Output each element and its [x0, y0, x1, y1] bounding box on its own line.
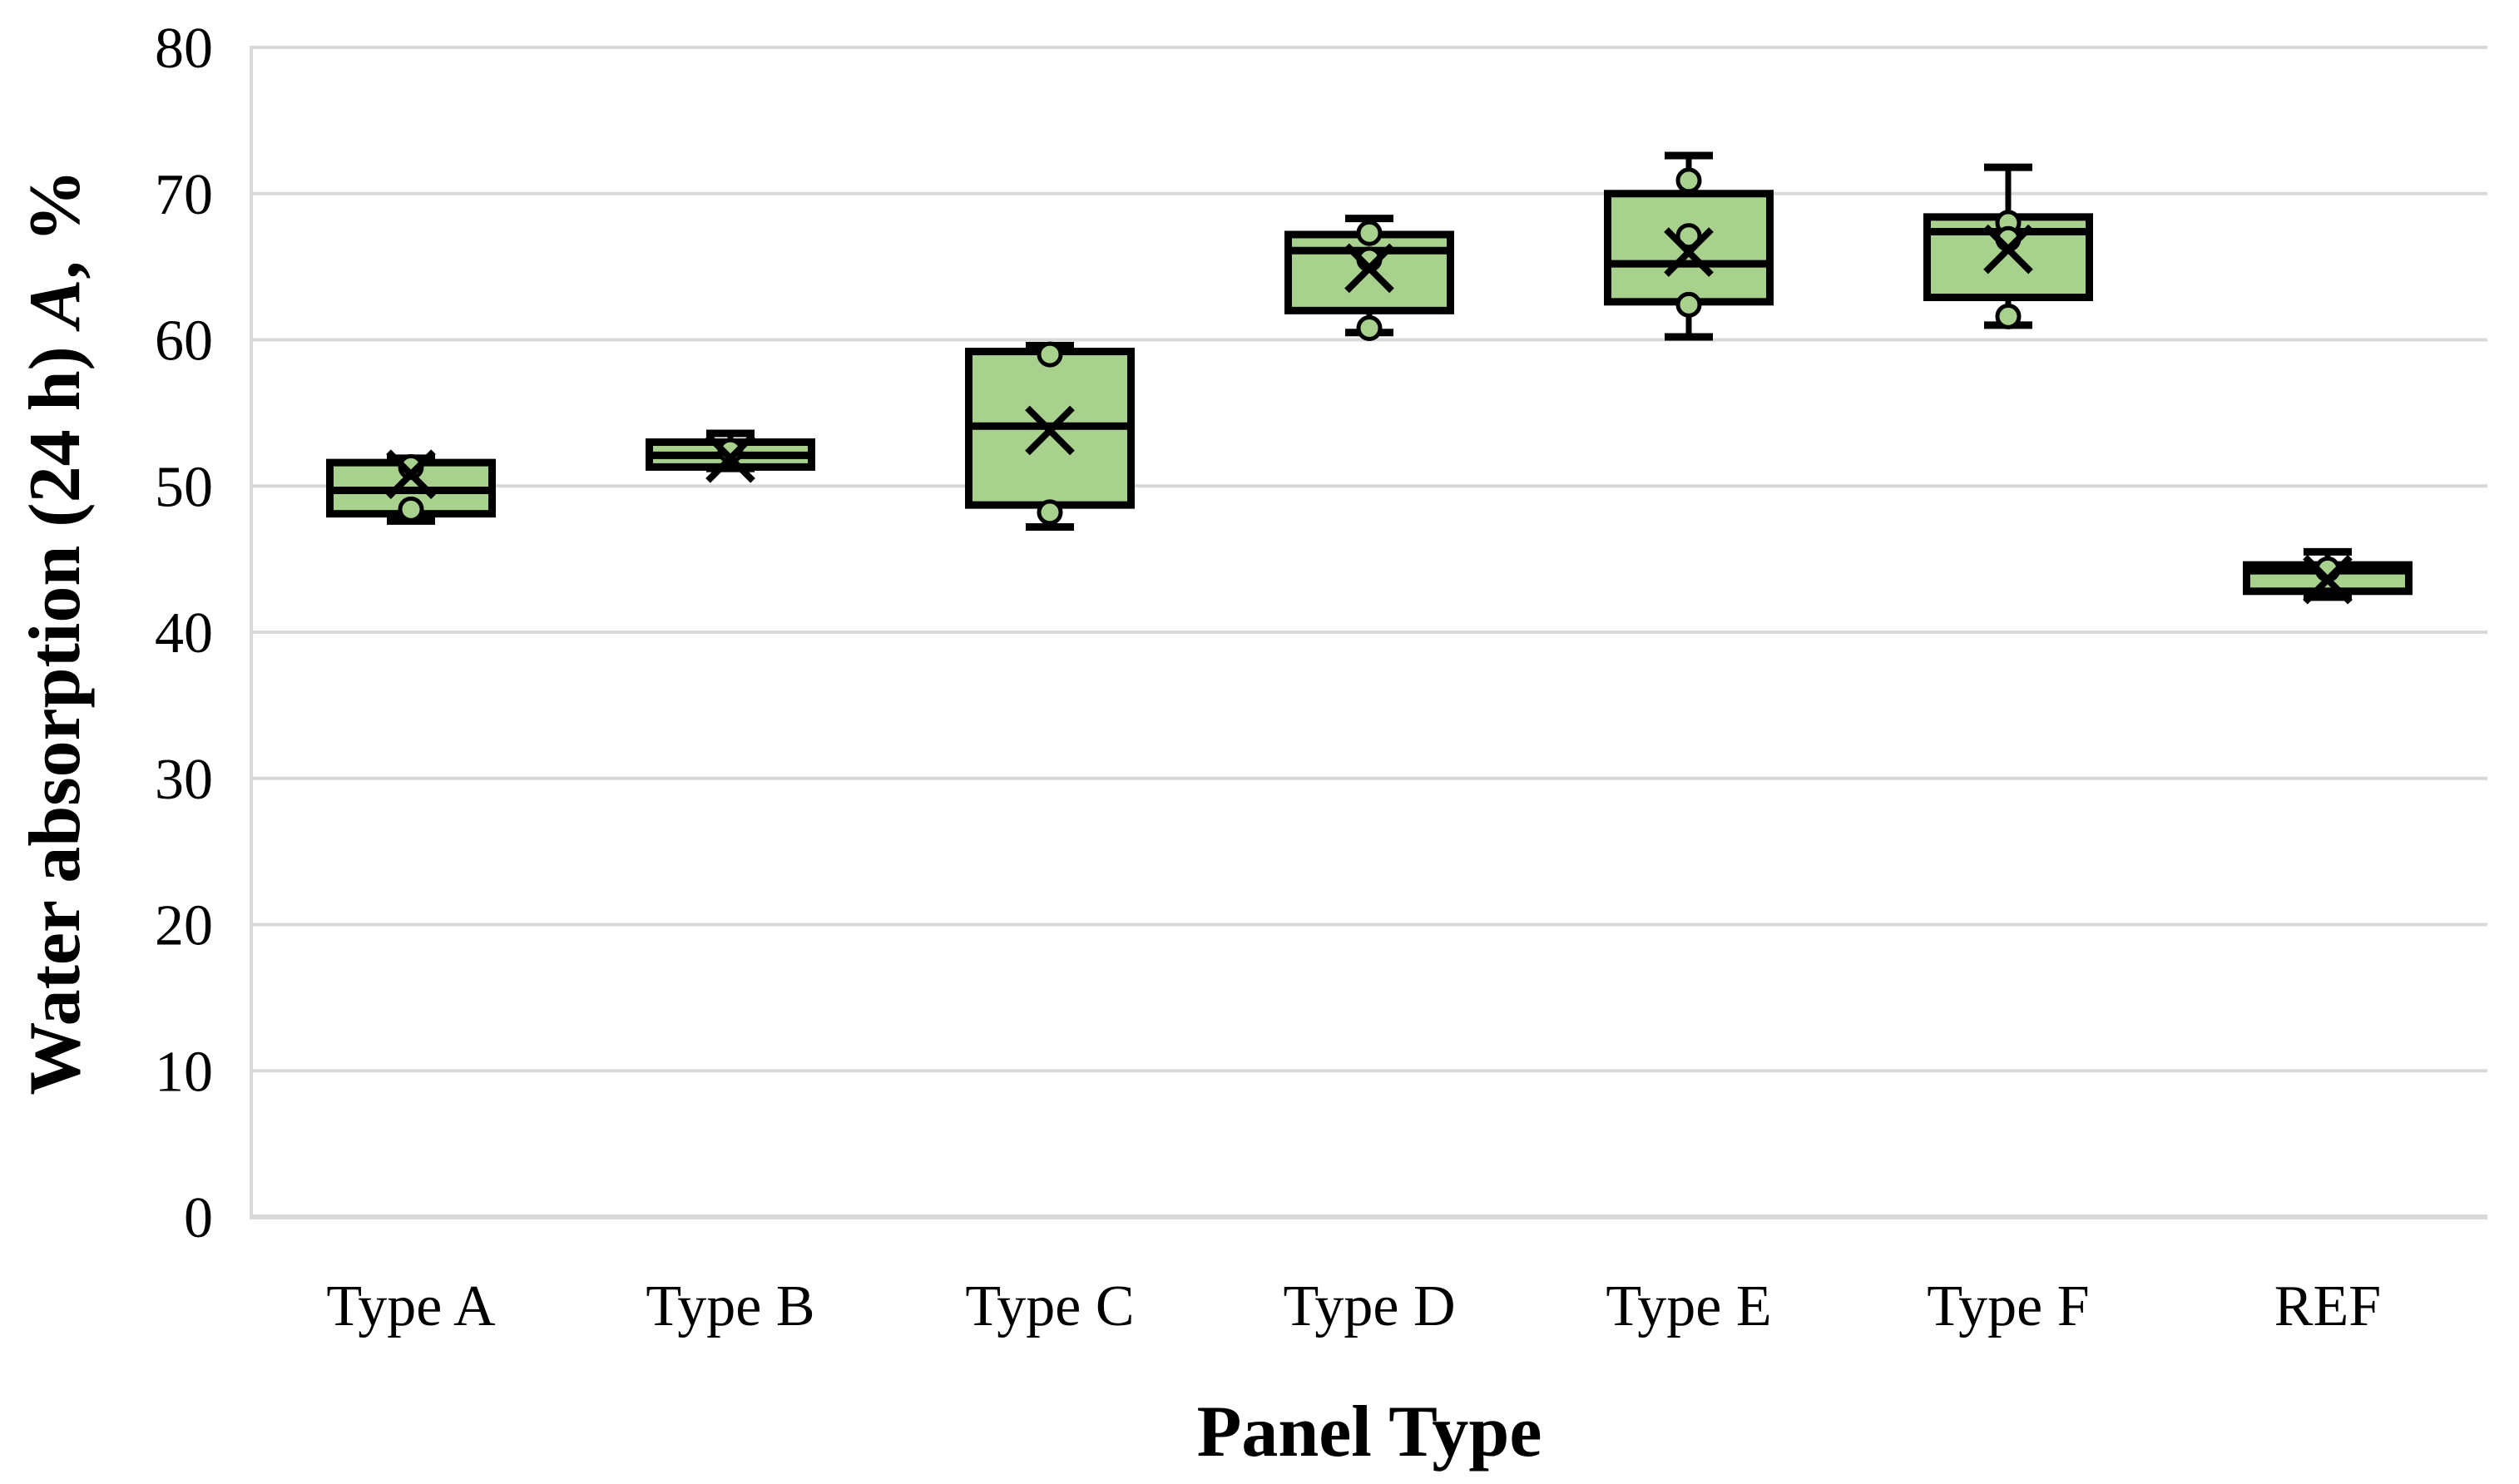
- data-point-marker: [1356, 314, 1383, 341]
- box-plot-ref: [2243, 547, 2413, 605]
- box-plot-type-c: [965, 341, 1135, 531]
- data-point-marker: [1675, 291, 1702, 318]
- box-plot-type-b: [646, 429, 815, 483]
- mean-x-marker: [1344, 243, 1394, 294]
- data-point-marker: [1037, 499, 1063, 526]
- mean-x-marker: [705, 433, 755, 483]
- x-tick-label-type-b: Type B: [646, 1274, 814, 1338]
- x-tick-label-type-d: Type D: [1284, 1274, 1456, 1338]
- x-axis-title: Panel Type: [1197, 1392, 1542, 1472]
- mean-x-marker: [2303, 554, 2353, 605]
- mean-x-marker: [386, 449, 436, 500]
- y-axis-title-text: Water absorption (24 h): [15, 328, 96, 1095]
- y-tick-label-40: 40: [155, 601, 213, 665]
- data-point-marker: [1675, 223, 1702, 250]
- x-tick-label-type-c: Type C: [965, 1274, 1134, 1338]
- x-tick-label-ref: REF: [2274, 1274, 2381, 1338]
- data-point-marker: [1356, 220, 1383, 246]
- mean-x-marker: [1983, 224, 2033, 275]
- data-point-marker: [1037, 341, 1063, 368]
- y-tick-label-60: 60: [155, 309, 213, 373]
- data-point-marker: [1995, 303, 2022, 329]
- mean-x-marker: [1664, 227, 1714, 277]
- y-tick-label-50: 50: [155, 455, 213, 519]
- y-tick-label-70: 70: [155, 163, 213, 227]
- y-axis-title: Water absorption (24 h) A, %: [15, 169, 96, 1095]
- iqr-box: [1604, 190, 1774, 306]
- y-tick-label-10: 10: [155, 1040, 213, 1104]
- x-tick-label-type-a: Type A: [326, 1274, 496, 1338]
- box-plot-type-e: [1604, 151, 1774, 341]
- data-point-marker: [398, 496, 424, 522]
- x-tick-label-type-f: Type F: [1927, 1274, 2089, 1338]
- y-axis-title-units: , %: [15, 169, 96, 279]
- box-plot-type-d: [1284, 215, 1454, 341]
- x-tick-label-type-e: Type E: [1606, 1274, 1771, 1338]
- box-plot-type-f: [1923, 163, 2093, 329]
- y-tick-label-30: 30: [155, 748, 213, 812]
- y-axis-title-symbol: A: [15, 279, 96, 332]
- y-tick-label-0: 0: [184, 1186, 213, 1250]
- mean-x-marker: [1025, 405, 1075, 456]
- data-point-marker: [1675, 167, 1702, 194]
- y-tick-label-20: 20: [155, 894, 213, 958]
- y-tick-label-80: 80: [155, 17, 213, 81]
- box-plot-type-a: [326, 449, 496, 525]
